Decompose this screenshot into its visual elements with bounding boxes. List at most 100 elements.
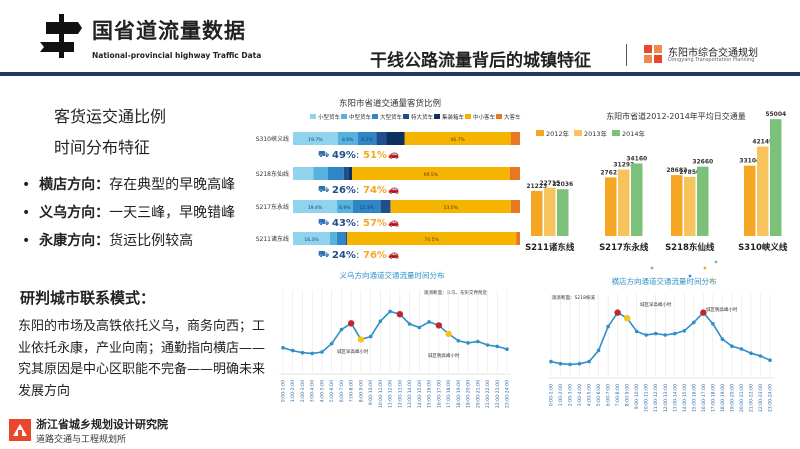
category-label: S310峡义线 (256, 135, 289, 143)
aadt-value-label: 55004 (765, 111, 786, 118)
bar-segment (390, 200, 511, 213)
data-point (347, 320, 355, 327)
legend-label: 集装箱车 (442, 113, 465, 121)
share-separator: : (356, 250, 359, 261)
decorative-dot (688, 274, 692, 278)
time-tick-label: 23:00-24:00 (505, 380, 511, 408)
car-icon: 🚗 (388, 218, 399, 228)
timeline-annotation-2: 城区晚高峰小时 (428, 352, 460, 359)
aadt-value-label: 31293 (613, 162, 634, 169)
legend-label: 大型货车 (380, 113, 403, 121)
legend-swatch (341, 114, 347, 119)
truck-icon: ⛟ (318, 218, 329, 228)
time-tick-label: 16:00-17:00 (701, 384, 707, 412)
bullet-yiwu: • 义乌方向：一天三峰，早晚错峰 (22, 205, 236, 221)
aadt-value-label: 27850 (679, 169, 700, 176)
freight-share: 24% (332, 250, 356, 261)
time-tick-label: 8:00-9:00 (625, 384, 631, 406)
bar-segment (343, 167, 349, 180)
legend-swatch (574, 130, 582, 136)
org-name: 东阳市综合交通规划 (668, 48, 758, 59)
bar-segment (516, 232, 520, 245)
time-tick-label: 1:00-2:00 (290, 380, 296, 402)
timeline-annotation: 城区早高峰小时 (640, 301, 672, 308)
legend-label: 2012年 (546, 129, 570, 138)
category-label: S211诸东线 (256, 235, 289, 243)
time-tick-label: 21:00-22:00 (748, 384, 754, 412)
aadt-bar (618, 169, 630, 236)
bar-segment (348, 167, 353, 180)
data-point (568, 362, 572, 367)
aadt-bar (744, 165, 756, 236)
data-point (300, 350, 305, 355)
segment-label: 6.9% (339, 205, 351, 211)
freight-share: 26% (332, 185, 356, 196)
share-separator: : (356, 218, 359, 229)
segment-label: 46.7% (451, 137, 466, 143)
decorative-dot (703, 266, 707, 270)
bar-segment (510, 132, 520, 145)
legend-label: 大客车 (504, 113, 521, 121)
legend-label: 中小客车 (473, 113, 496, 121)
data-point (427, 320, 431, 324)
aadt-value-label: 34160 (626, 155, 647, 162)
time-tick-label: 5:00-6:00 (596, 384, 602, 406)
passenger-share: 51% (363, 150, 387, 161)
time-tick-label: 12:00-13:00 (397, 380, 403, 408)
time-tick-label: 12:00-13:00 (663, 384, 669, 412)
legend-swatch (372, 114, 378, 119)
aadt-bar (757, 146, 769, 236)
data-point (435, 322, 443, 329)
data-point (644, 333, 649, 337)
time-tick-label: 11:00-12:00 (388, 380, 394, 408)
truck-icon: ⛟ (318, 185, 329, 195)
aadt-bar (531, 190, 543, 236)
legend-label: 特大货车 (411, 113, 434, 121)
aadt-category-label: S217东永线 (599, 242, 649, 253)
data-point (456, 339, 461, 343)
bullet-text: 一天三峰，早晚错峰 (109, 205, 236, 221)
bar-segment (380, 200, 391, 213)
segment-label: 19.7% (308, 137, 323, 143)
time-tick-label: 14:00-15:00 (417, 380, 423, 408)
bar-segment (345, 232, 348, 245)
bullet-label: 义乌方向： (39, 205, 110, 221)
institute-name: 浙江省城乡规划设计研究院 (36, 418, 168, 431)
series-line (550, 311, 771, 366)
bar-segment (352, 167, 510, 180)
heading-line-2: 时间分布特征 (54, 138, 151, 157)
bar-segment (336, 232, 346, 245)
aadt-bar (770, 119, 782, 236)
data-point (692, 320, 696, 325)
legend-swatch (496, 114, 502, 119)
heading-line-1: 客货运交通比例 (54, 107, 167, 126)
bar-segment (510, 200, 520, 213)
data-point (577, 361, 582, 366)
institute-department: 道路交通与工程规划所 (36, 435, 127, 445)
time-tick-label: 14:00-15:00 (682, 384, 688, 412)
timeline-title: 横店方向通道交通流量时间分布 (612, 276, 717, 286)
analysis-text: 东阳的市场及高铁依托义乌，商务向西；工业依托永康，产业向南；通勤指向横店——究其… (18, 319, 266, 399)
data-point (388, 309, 392, 314)
data-point (407, 322, 412, 326)
time-tick-label: 22:00-23:00 (495, 380, 501, 408)
share-separator: : (356, 150, 359, 161)
data-point (281, 346, 285, 350)
time-tick-label: 11:00-12:00 (653, 384, 659, 412)
aadt-title: 东阳市省道2012-2014年平均日交通量 (606, 111, 746, 121)
bar-segment (327, 167, 344, 180)
bar-segment (313, 167, 328, 180)
time-tick-label: 13:00-14:00 (672, 384, 678, 412)
bar-segment (386, 132, 405, 145)
aadt-value-label: 22036 (552, 181, 573, 188)
bar-segment (293, 167, 314, 180)
time-tick-label: 4:00-5:00 (587, 384, 593, 406)
segment-label: 16.3% (304, 237, 319, 243)
time-tick-label: 18:00-19:00 (456, 380, 462, 408)
aadt-category-label: S211诸东线 (525, 242, 575, 253)
series-line (282, 310, 508, 355)
brand-title: 国省道流量数据 (92, 19, 246, 43)
data-point (720, 337, 725, 342)
share-separator: : (356, 185, 359, 196)
composition-title: 东阳市省道交通量客货比例 (339, 98, 441, 109)
